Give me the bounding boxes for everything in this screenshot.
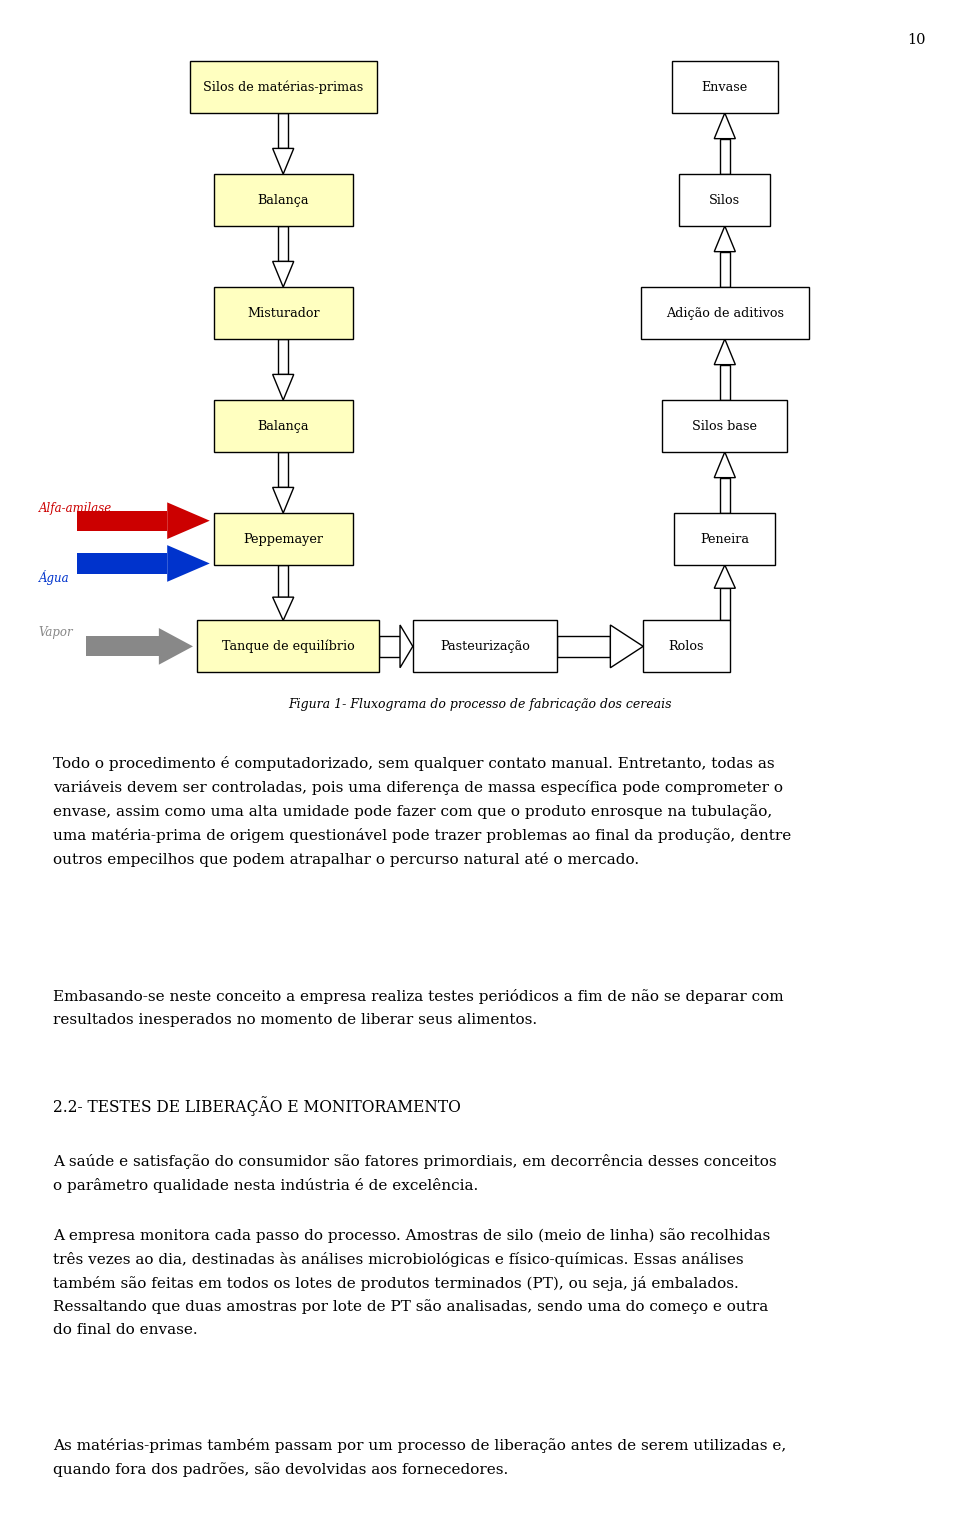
Text: Peneira: Peneira — [700, 533, 750, 545]
Text: Adição de aditivos: Adição de aditivos — [666, 307, 783, 319]
Polygon shape — [273, 597, 294, 620]
Bar — [278, 226, 288, 261]
Bar — [720, 252, 730, 287]
Text: Silos: Silos — [709, 194, 740, 206]
Polygon shape — [273, 261, 294, 287]
Polygon shape — [714, 226, 735, 252]
Bar — [641, 287, 808, 339]
Bar — [278, 452, 288, 487]
Text: Balança: Balança — [257, 420, 309, 432]
Text: Embasando-se neste conceito a empresa realiza testes periódicos a fim de não se : Embasando-se neste conceito a empresa re… — [53, 989, 783, 1026]
Bar — [662, 400, 787, 452]
Text: A saúde e satisfação do consumidor são fatores primordiais, em decorrência desse: A saúde e satisfação do consumidor são f… — [53, 1154, 777, 1194]
Text: Balança: Balança — [257, 194, 309, 206]
Bar — [189, 61, 376, 113]
Bar — [213, 513, 352, 565]
Polygon shape — [714, 565, 735, 588]
Text: Figura 1- Fluxograma do processo de fabricação dos cereais: Figura 1- Fluxograma do processo de fabr… — [288, 698, 672, 712]
Bar — [213, 400, 352, 452]
Bar — [557, 637, 611, 657]
Text: Peppemayer: Peppemayer — [243, 533, 324, 545]
Bar — [86, 637, 158, 657]
Polygon shape — [714, 339, 735, 365]
Bar — [720, 588, 730, 620]
Polygon shape — [611, 625, 643, 667]
Text: Rolos: Rolos — [669, 640, 704, 654]
Text: Pasteurização: Pasteurização — [440, 640, 530, 654]
Bar — [278, 113, 288, 148]
Polygon shape — [714, 113, 735, 139]
Bar — [213, 174, 352, 226]
Polygon shape — [167, 502, 209, 539]
Text: 10: 10 — [907, 32, 926, 47]
Text: Todo o procedimento é computadorizado, sem qualquer contato manual. Entretanto, : Todo o procedimento é computadorizado, s… — [53, 756, 791, 867]
Polygon shape — [273, 148, 294, 174]
Bar — [379, 637, 400, 657]
Text: A empresa monitora cada passo do processo. Amostras de silo (meio de linha) são : A empresa monitora cada passo do process… — [53, 1228, 770, 1336]
Text: Misturador: Misturador — [247, 307, 320, 319]
Text: Silos de matérias-primas: Silos de matérias-primas — [204, 81, 363, 93]
Bar — [278, 565, 288, 597]
Bar — [674, 513, 775, 565]
Text: 2.2- TESTES DE LIBERAÇÃO E MONITORAMENTO: 2.2- TESTES DE LIBERAÇÃO E MONITORAMENTO — [53, 1096, 461, 1116]
Bar — [213, 287, 352, 339]
Bar — [720, 365, 730, 400]
Bar — [413, 620, 557, 672]
Text: Silos base: Silos base — [692, 420, 757, 432]
Text: Tanque de equilíbrio: Tanque de equilíbrio — [222, 640, 354, 654]
Bar — [197, 620, 379, 672]
Bar — [278, 339, 288, 374]
Text: As matérias-primas também passam por um processo de liberação antes de serem uti: As matérias-primas também passam por um … — [53, 1438, 786, 1477]
Text: Envase: Envase — [702, 81, 748, 93]
Text: Água: Água — [38, 570, 69, 585]
Bar — [672, 61, 778, 113]
Bar — [77, 553, 167, 574]
Polygon shape — [167, 545, 209, 582]
Polygon shape — [400, 625, 413, 667]
Polygon shape — [273, 374, 294, 400]
Bar — [720, 478, 730, 513]
Bar — [680, 174, 770, 226]
Bar — [720, 139, 730, 174]
Bar — [77, 510, 167, 531]
Text: Alfa-amilase: Alfa-amilase — [38, 501, 111, 515]
Bar — [643, 620, 730, 672]
Text: Vapor: Vapor — [38, 626, 73, 638]
Polygon shape — [158, 628, 193, 664]
Polygon shape — [273, 487, 294, 513]
Polygon shape — [714, 452, 735, 478]
